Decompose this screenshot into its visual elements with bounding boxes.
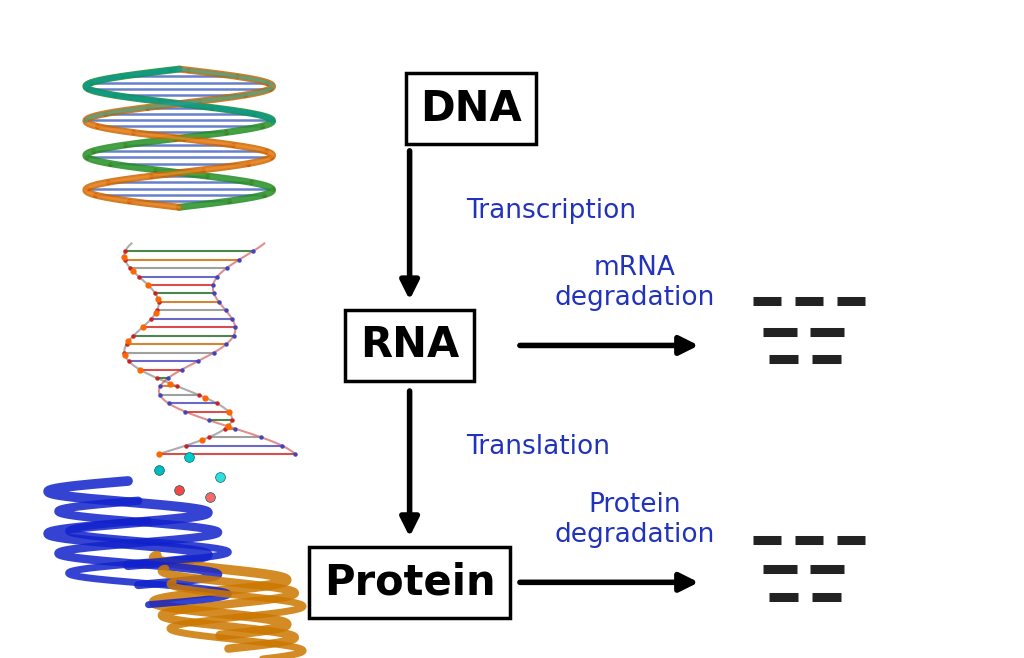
Text: RNA: RNA xyxy=(360,324,459,367)
Text: Translation: Translation xyxy=(466,434,610,461)
Text: Protein: Protein xyxy=(324,561,496,603)
Text: DNA: DNA xyxy=(420,88,522,130)
Text: Protein
degradation: Protein degradation xyxy=(555,492,715,548)
Text: mRNA
degradation: mRNA degradation xyxy=(555,255,715,311)
Text: Transcription: Transcription xyxy=(466,197,636,224)
